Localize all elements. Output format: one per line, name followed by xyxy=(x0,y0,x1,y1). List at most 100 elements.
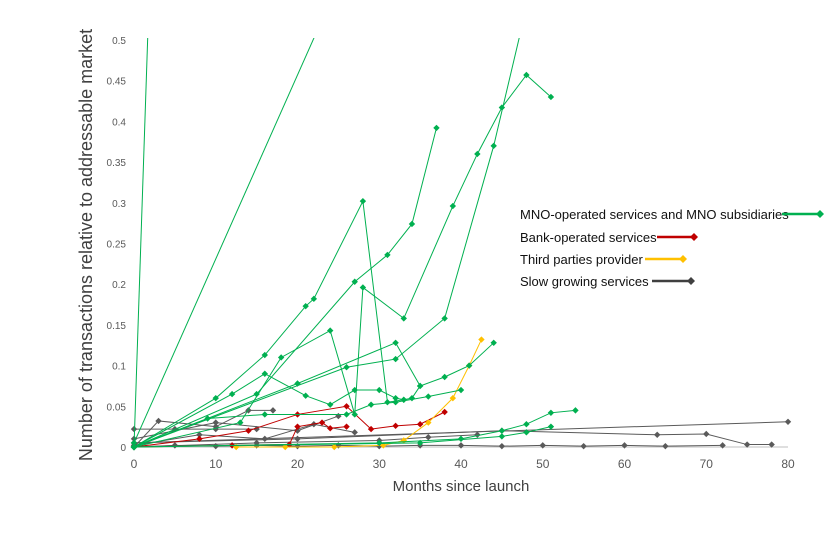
series-2 xyxy=(130,197,424,451)
data-point xyxy=(351,429,358,436)
data-point xyxy=(547,409,555,417)
data-point xyxy=(539,442,546,449)
data-point xyxy=(327,401,334,408)
data-point xyxy=(784,418,792,425)
data-point xyxy=(457,435,465,443)
data-point xyxy=(294,435,301,443)
legend-marker-2 xyxy=(679,255,687,263)
data-point xyxy=(621,442,628,449)
series-11 xyxy=(130,403,448,451)
x-tick-label: 70 xyxy=(700,457,714,471)
data-point xyxy=(130,439,138,447)
data-point xyxy=(416,421,424,428)
y-tick-label: 0.45 xyxy=(107,77,127,88)
data-point xyxy=(441,373,448,381)
data-point xyxy=(523,71,530,79)
data-point xyxy=(261,351,268,359)
x-tick-label: 10 xyxy=(209,457,223,471)
data-point xyxy=(392,399,399,406)
series-16 xyxy=(130,407,277,451)
y-tick-label: 0.2 xyxy=(112,280,126,291)
series-line xyxy=(133,38,520,448)
data-point xyxy=(449,394,457,402)
y-axis-title: Number of transactions relative to addre… xyxy=(76,29,96,461)
x-tick-label: 60 xyxy=(618,457,632,471)
data-point xyxy=(580,442,587,450)
data-point xyxy=(376,386,383,394)
data-point xyxy=(441,408,448,416)
data-point xyxy=(425,434,432,441)
legend: MNO-operated services and MNO subsidiari… xyxy=(520,207,824,289)
legend-marker-0 xyxy=(816,210,824,218)
series-0 xyxy=(130,38,149,451)
y-tick-label: 0.1 xyxy=(112,362,126,373)
series-line xyxy=(133,199,421,448)
legend-label-mno: MNO-operated services and MNO subsidiari… xyxy=(520,207,789,222)
data-point xyxy=(465,362,473,369)
data-point xyxy=(376,442,383,450)
data-point xyxy=(343,364,350,371)
data-point xyxy=(212,419,219,426)
data-point xyxy=(196,431,203,438)
data-point xyxy=(384,251,391,259)
series-3 xyxy=(130,71,555,451)
y-tick-label: 0.05 xyxy=(107,402,127,413)
data-point xyxy=(392,422,399,430)
data-point xyxy=(261,435,268,443)
data-point xyxy=(327,327,334,334)
series-line xyxy=(133,389,462,448)
series-17 xyxy=(130,427,775,448)
data-point xyxy=(490,142,497,150)
data-point xyxy=(572,407,579,414)
series-5 xyxy=(130,339,497,451)
y-tick-label: 0.5 xyxy=(112,36,126,47)
data-point xyxy=(294,423,301,430)
x-tick-labels: 0 10 20 30 40 50 60 70 80 xyxy=(131,457,795,471)
x-tick-label: 0 xyxy=(131,457,138,471)
data-point xyxy=(204,415,211,422)
data-point xyxy=(654,431,661,438)
data-point xyxy=(457,442,465,449)
data-point xyxy=(384,399,391,406)
y-tick-label: 0.4 xyxy=(112,117,126,128)
series-13 xyxy=(232,336,485,451)
data-point xyxy=(335,412,342,420)
series-7 xyxy=(130,370,407,451)
data-point xyxy=(498,427,506,434)
x-axis-title: Months since launch xyxy=(393,478,530,495)
data-point xyxy=(425,419,432,426)
data-point xyxy=(547,423,555,430)
legend-label-third-party: Third parties provider xyxy=(520,252,643,267)
data-point xyxy=(441,315,448,322)
data-point xyxy=(351,411,358,418)
x-tick-label: 80 xyxy=(781,457,795,471)
data-point xyxy=(130,443,138,451)
legend-marker-1 xyxy=(690,233,698,241)
x-tick-label: 20 xyxy=(291,457,305,471)
data-point xyxy=(155,417,162,425)
data-point xyxy=(253,390,260,398)
data-point xyxy=(212,423,219,430)
data-point xyxy=(130,425,138,433)
data-point xyxy=(196,435,203,443)
data-point xyxy=(343,423,350,430)
data-point xyxy=(416,382,424,390)
series-10 xyxy=(130,423,555,451)
data-point xyxy=(343,411,350,418)
legend-label-bank: Bank-operated services xyxy=(520,230,657,245)
series-line xyxy=(133,127,437,448)
y-tick-label: 0.35 xyxy=(107,158,127,169)
legend-label-slow: Slow growing services xyxy=(520,274,649,289)
data-point xyxy=(523,421,530,428)
data-point xyxy=(269,407,277,414)
data-point xyxy=(392,355,399,363)
data-point xyxy=(331,443,338,451)
data-point xyxy=(743,441,751,448)
data-point xyxy=(232,443,240,451)
data-point xyxy=(261,370,268,377)
data-point xyxy=(768,441,775,448)
data-point xyxy=(351,386,358,394)
data-point xyxy=(327,425,334,432)
data-point xyxy=(523,429,530,436)
